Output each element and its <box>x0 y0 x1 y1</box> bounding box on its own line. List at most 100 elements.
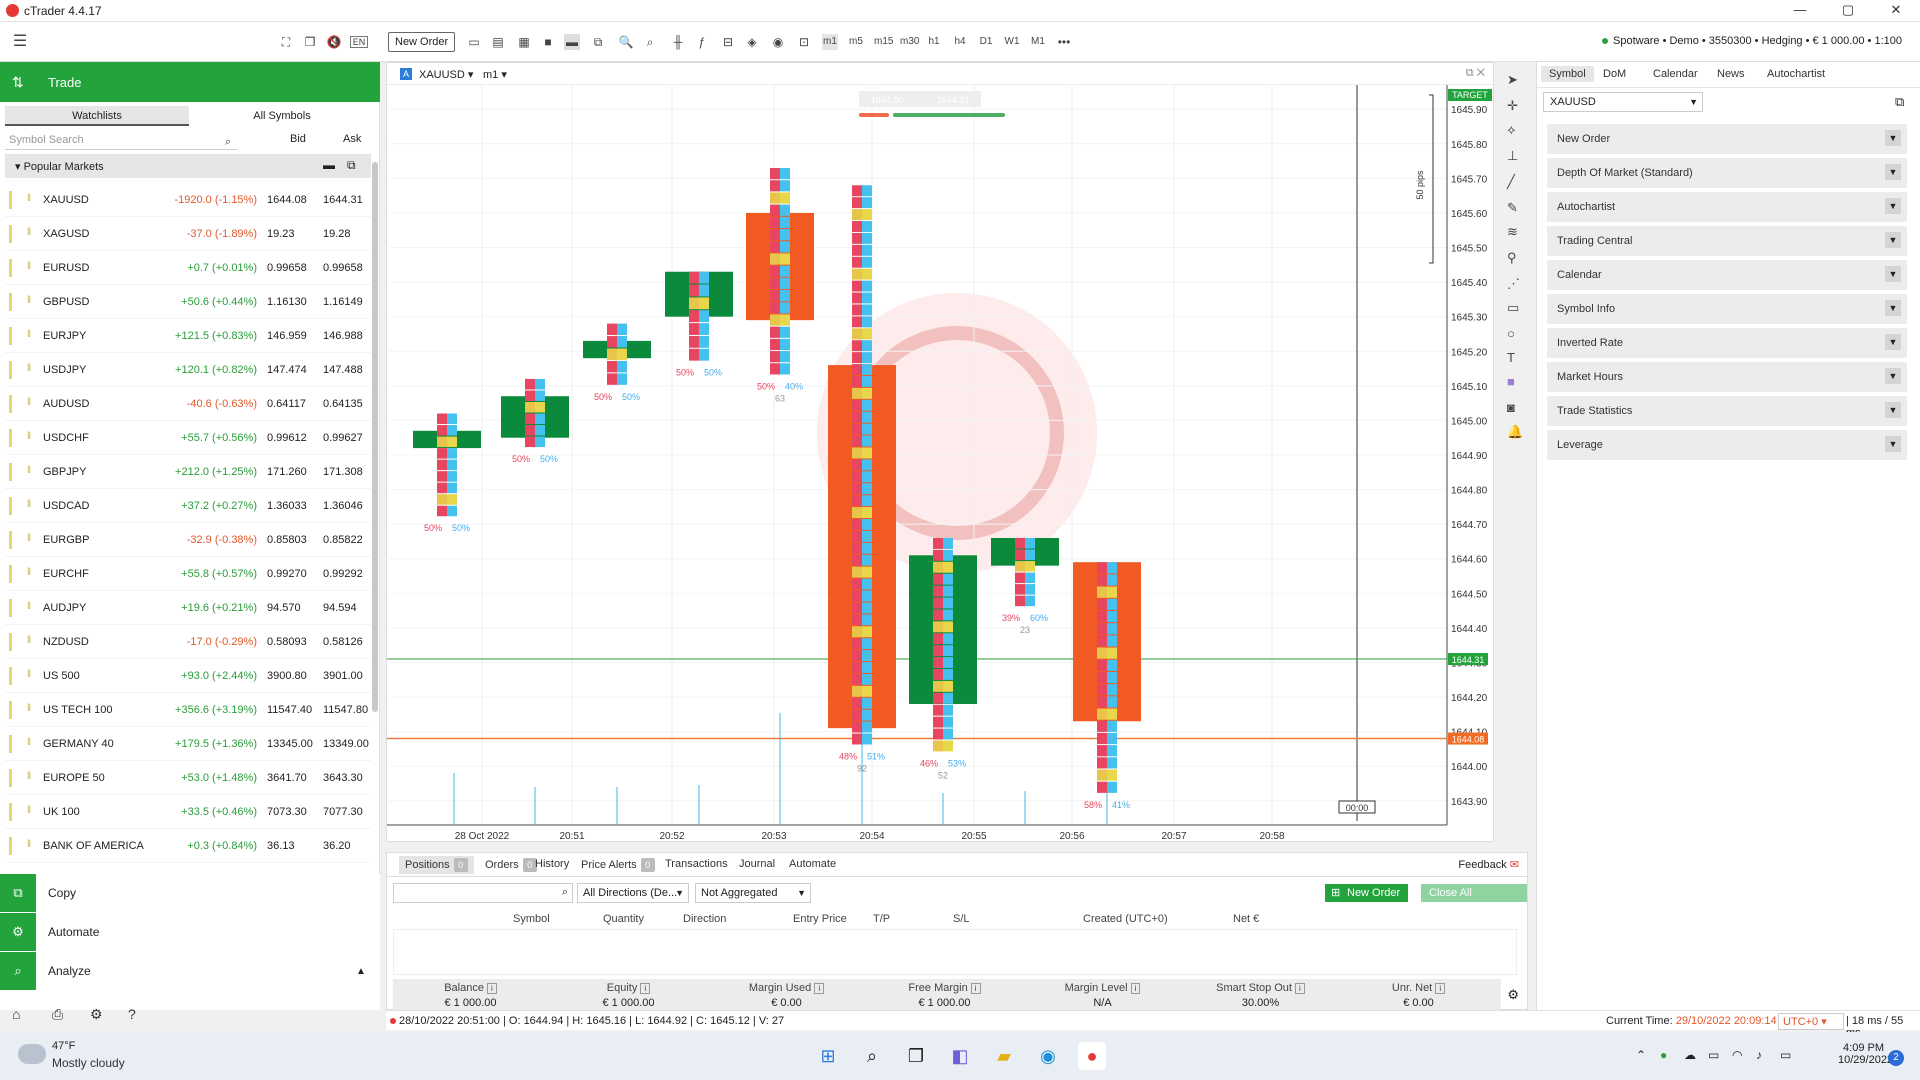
account-info[interactable]: Spotware • Demo • 3550300 • Hedging • € … <box>1602 35 1902 47</box>
symbol-bid[interactable]: 1.16130 <box>267 296 307 308</box>
column-header[interactable]: Net € <box>1233 913 1260 925</box>
new-order-toolbar-button[interactable]: New Order <box>388 32 456 52</box>
symbol-row[interactable]: ‖ GERMANY 40 +179.5 (+1.36%) 13345.00 13349.… <box>5 727 371 761</box>
chevron-up-icon[interactable]: ⌃ <box>1636 1048 1647 1062</box>
symbol-ask[interactable]: 19.28 <box>323 228 351 240</box>
column-header[interactable]: Quantity <box>603 913 644 925</box>
detached-chart-icon[interactable]: ▤ <box>492 35 504 49</box>
symbol-row[interactable]: ‖ XAGUSD -37.0 (-1.89%) 19.23 19.28 <box>5 217 371 251</box>
column-header[interactable]: T/P <box>873 913 891 925</box>
symbol-bid[interactable]: 3641.70 <box>267 772 307 784</box>
battery-icon[interactable]: ▭ <box>1780 1048 1792 1062</box>
tab-positions[interactable]: Positions 0 <box>399 856 474 874</box>
drag-handle-icon[interactable]: ‖ <box>27 261 32 272</box>
symbol-ask[interactable]: 1644.31 <box>323 194 363 206</box>
task-view-icon[interactable]: ❐ <box>907 1046 925 1066</box>
chevron-down-icon[interactable]: ▼ <box>1885 266 1901 282</box>
security-icon[interactable]: ● <box>1660 1048 1668 1062</box>
list-view-icon[interactable]: ▬ <box>323 158 335 172</box>
drag-handle-icon[interactable]: ‖ <box>27 499 32 510</box>
tab-price-alerts[interactable]: Price Alerts 0 <box>581 858 655 872</box>
fib-icon[interactable]: ⚲ <box>1507 250 1517 265</box>
zoom-in-icon[interactable]: 🔍 <box>618 35 634 49</box>
close-all-positions-button[interactable]: Close All Positions <box>1421 884 1527 917</box>
magnet-icon[interactable]: ⟡ <box>1507 122 1516 137</box>
minimize-button[interactable]: — <box>1793 2 1807 17</box>
symbol-ask[interactable]: 0.85822 <box>323 534 363 546</box>
symbol-row[interactable]: ‖ XAUUSD -1920.0 (-1.15%) 1644.08 1644.31 <box>5 183 371 217</box>
notification-badge[interactable]: 2 <box>1888 1050 1904 1066</box>
grid-tool-icon[interactable]: ⋰ <box>1507 276 1520 291</box>
drag-handle-icon[interactable]: ‖ <box>27 329 32 340</box>
tab-watchlists[interactable]: Watchlists <box>5 106 189 126</box>
symbol-row[interactable]: ‖ USDCAD +37.2 (+0.27%) 1.36033 1.36046 <box>5 489 371 523</box>
tab-dom[interactable]: DoM <box>1603 68 1627 80</box>
watchlist-scrollbar[interactable] <box>372 162 378 712</box>
indicators-icon[interactable]: ƒ <box>698 35 706 49</box>
section-autochartist[interactable]: Autochartist ▼ <box>1547 192 1907 222</box>
window-icon[interactable]: ❐ <box>304 35 316 49</box>
close-button[interactable]: ✕ <box>1890 2 1902 17</box>
drag-handle-icon[interactable]: ‖ <box>27 839 32 850</box>
drag-handle-icon[interactable]: ‖ <box>27 465 32 476</box>
print-icon[interactable]: ⎙ <box>52 1006 64 1022</box>
symbol-ask[interactable]: 3643.30 <box>323 772 363 784</box>
symbol-ask[interactable]: 3901.00 <box>323 670 363 682</box>
drag-handle-icon[interactable]: ‖ <box>27 635 32 646</box>
drag-handle-icon[interactable]: ‖ <box>27 669 32 680</box>
symbol-row[interactable]: ‖ AUDJPY +19.6 (+0.21%) 94.570 94.594 <box>5 591 371 625</box>
column-header[interactable]: Entry Price <box>793 913 847 925</box>
section-depth-of-market-standard-[interactable]: Depth Of Market (Standard) ▼ <box>1547 158 1907 188</box>
camera-icon[interactable]: ◙ <box>1507 400 1515 415</box>
drag-handle-icon[interactable]: ‖ <box>27 431 32 442</box>
symbol-search-input[interactable]: Symbol Search ⌕ <box>5 130 237 150</box>
symbol-bid[interactable]: 171.260 <box>267 466 307 478</box>
symbol-bid[interactable]: 7073.30 <box>267 806 307 818</box>
symbol-row[interactable]: ‖ EURGBP -32.9 (-0.38%) 0.85803 0.85822 <box>5 523 371 557</box>
symbol-bid[interactable]: 0.64117 <box>267 398 306 410</box>
symbol-row[interactable]: ‖ USDCHF +55.7 (+0.56%) 0.99612 0.99627 <box>5 421 371 455</box>
section-market-hours[interactable]: Market Hours ▼ <box>1547 362 1907 392</box>
directions-select[interactable]: All Directions (De... ▼ <box>577 883 689 903</box>
language-icon[interactable]: EN <box>350 36 368 48</box>
chevron-down-icon[interactable]: ▼ <box>1885 300 1901 316</box>
section-new-order[interactable]: New Order ▼ <box>1547 124 1907 154</box>
eye-icon[interactable]: ◉ <box>772 35 784 49</box>
edge-icon[interactable]: ◉ <box>1040 1046 1056 1066</box>
symbol-row[interactable]: ‖ US TECH 100 +356.6 (+3.19%) 11547.40 11547… <box>5 693 371 727</box>
tab-symbol[interactable]: Symbol <box>1541 66 1594 82</box>
chevron-down-icon[interactable]: ▼ <box>1885 402 1901 418</box>
timeframe-m15[interactable]: m15 <box>874 36 894 47</box>
column-header[interactable]: Symbol <box>513 913 550 925</box>
chart-timeframe[interactable]: m1 ▾ <box>483 69 507 81</box>
timeframe-w1[interactable]: W1 <box>1004 36 1020 47</box>
line-icon[interactable]: ╱ <box>1507 174 1515 189</box>
chart-type-icon[interactable]: ╫ <box>673 35 683 49</box>
timezone-select[interactable]: UTC+0 ▾ <box>1778 1013 1844 1030</box>
chevron-down-icon[interactable]: ▼ <box>1885 198 1901 214</box>
drag-handle-icon[interactable]: ‖ <box>27 805 32 816</box>
symbol-bid[interactable]: 94.570 <box>267 602 301 614</box>
multi-chart-icon[interactable]: ▦ <box>518 35 530 49</box>
symbol-row[interactable]: ‖ AUDUSD -40.6 (-0.63%) 0.64117 0.64135 <box>5 387 371 421</box>
positions-search-input[interactable]: ⌕ <box>393 883 573 903</box>
symbol-bid[interactable]: 0.99270 <box>267 568 307 580</box>
symbol-bid[interactable]: 0.58093 <box>267 636 307 648</box>
symbol-bid[interactable]: 19.23 <box>267 228 295 240</box>
symbol-ask[interactable]: 147.488 <box>323 364 363 376</box>
section-inverted-rate[interactable]: Inverted Rate ▼ <box>1547 328 1907 358</box>
section-leverage[interactable]: Leverage ▼ <box>1547 430 1907 460</box>
symbol-ask[interactable]: 0.99627 <box>323 432 363 444</box>
crosshair-icon[interactable]: ✛ <box>1507 98 1518 113</box>
hamburger-menu-icon[interactable]: ☰ <box>12 33 28 50</box>
measure-icon[interactable]: ⊥ <box>1507 148 1519 163</box>
single-chart-icon[interactable]: ■ <box>544 35 552 49</box>
onedrive-icon[interactable]: ☁ <box>1684 1048 1696 1062</box>
symbol-ask[interactable]: 11547.80 <box>323 704 369 716</box>
drag-handle-icon[interactable]: ‖ <box>27 703 32 714</box>
tab-journal[interactable]: Journal <box>739 858 775 870</box>
drag-handle-icon[interactable]: ‖ <box>27 771 32 782</box>
timeframe-mn1[interactable]: M1 <box>1031 36 1045 47</box>
symbol-bid[interactable]: 0.99612 <box>267 432 307 444</box>
chart-canvas[interactable]: 1645.90 1645.80 1645.70 1645.60 1645.50 1645.… <box>387 85 1493 841</box>
